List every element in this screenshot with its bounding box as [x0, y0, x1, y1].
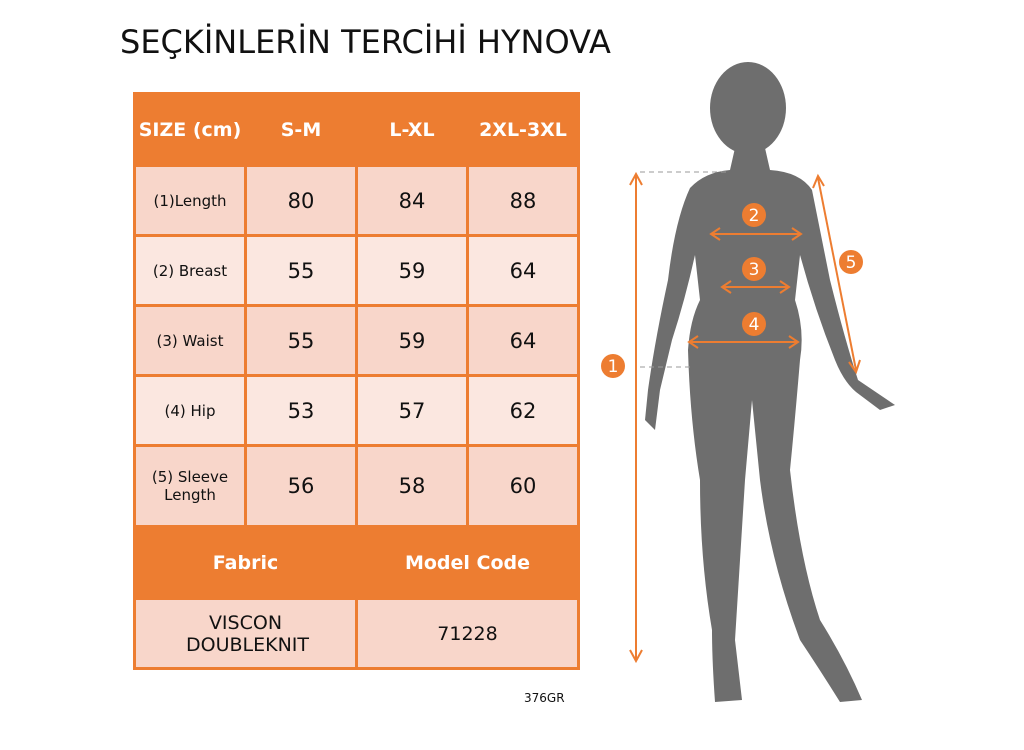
row-label: (4) Hip — [133, 374, 247, 447]
header-size: SIZE (cm) — [133, 92, 247, 167]
cell: 80 — [244, 164, 358, 237]
marker-5: 5 — [846, 253, 857, 273]
size-chart-table: SIZE (cm) S-M L-XL 2XL-3XL (1)Length 80 84… — [133, 92, 580, 670]
cell: 59 — [355, 304, 469, 377]
marker-2: 2 — [749, 206, 760, 226]
table-row: (4) Hip 53 57 62 — [133, 374, 580, 447]
table-row: (1)Length 80 84 88 — [133, 164, 580, 237]
sleeve-arrow — [817, 177, 857, 371]
cell: 53 — [244, 374, 358, 447]
row-label: (5) Sleeve Length — [133, 444, 247, 528]
cell: 58 — [355, 444, 469, 528]
cell: 60 — [466, 444, 580, 528]
row-label: (2) Breast — [133, 234, 247, 307]
marker-3: 3 — [749, 260, 760, 280]
watermark: SEÇKİNLERİN TERCİHİ HYNOVA — [120, 23, 611, 61]
row-label: (3) Waist — [133, 304, 247, 377]
cell: 62 — [466, 374, 580, 447]
header-s-m: S-M — [244, 92, 358, 167]
header-2xl-3xl: 2XL-3XL — [466, 92, 580, 167]
header-l-xl: L-XL — [355, 92, 469, 167]
cell: 64 — [466, 234, 580, 307]
marker-1: 1 — [608, 357, 619, 377]
table-row: (5) Sleeve Length 56 58 60 — [133, 444, 580, 528]
fabric-label: Fabric — [133, 525, 358, 600]
cell: 56 — [244, 444, 358, 528]
cell: 55 — [244, 304, 358, 377]
table-row: (2) Breast 55 59 64 — [133, 234, 580, 307]
fabric-value-row: VISCON DOUBLEKNIT 71228 — [133, 597, 580, 670]
table-row: (3) Waist 55 59 64 — [133, 304, 580, 377]
fabric-header-row: Fabric Model Code — [133, 525, 580, 600]
cell: 59 — [355, 234, 469, 307]
cell: 57 — [355, 374, 469, 447]
marker-4: 4 — [749, 315, 760, 335]
female-silhouette — [645, 62, 895, 702]
cell: 88 — [466, 164, 580, 237]
fabric-value: VISCON DOUBLEKNIT — [133, 597, 358, 670]
product-code: 376GR — [524, 691, 565, 705]
header-row: SIZE (cm) S-M L-XL 2XL-3XL — [133, 92, 580, 167]
model-code-label: Model Code — [355, 525, 580, 600]
cell: 55 — [244, 234, 358, 307]
measurement-markers — [601, 203, 863, 378]
model-code-value: 71228 — [355, 597, 580, 670]
cell: 84 — [355, 164, 469, 237]
cell: 64 — [466, 304, 580, 377]
row-label: (1)Length — [133, 164, 247, 237]
